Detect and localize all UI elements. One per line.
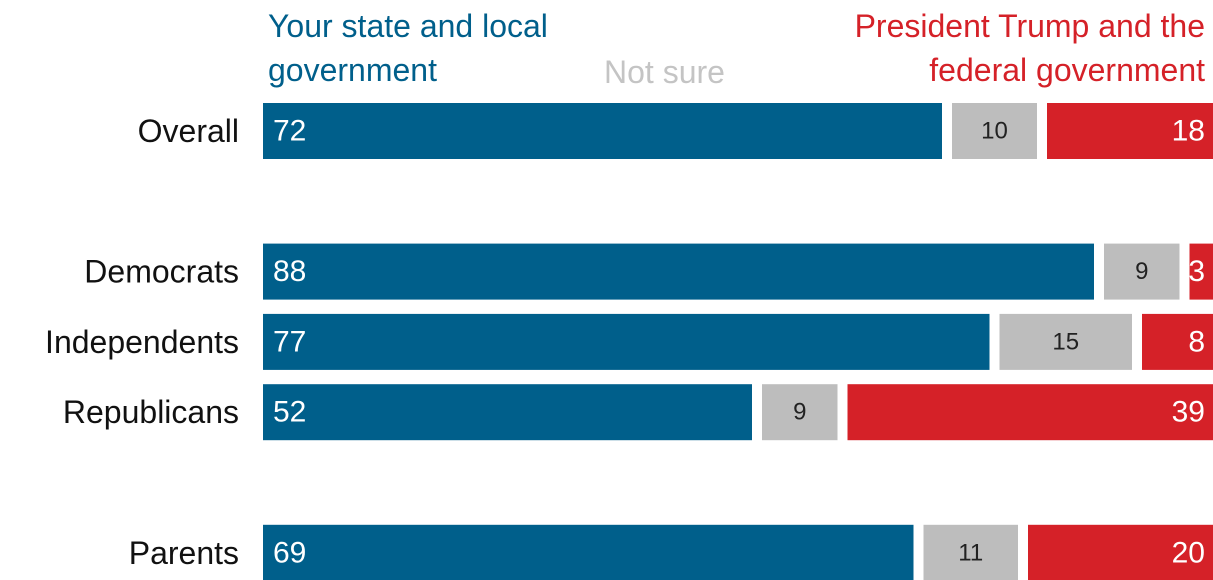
bar-segment	[263, 103, 942, 159]
y-tick-label: Democrats	[84, 254, 239, 290]
bar-segment	[263, 384, 752, 441]
legend-entry: Not sure	[604, 54, 725, 90]
bar-segment	[847, 384, 1213, 441]
value-label: 11	[958, 539, 983, 566]
value-label: 77	[273, 325, 306, 358]
bar-segment	[1047, 103, 1213, 159]
value-label: 15	[1052, 328, 1079, 355]
legend-entry: Your state and local government	[268, 8, 548, 88]
legend-entry: President Trump and the federal governme…	[854, 8, 1205, 88]
value-label: 39	[1172, 396, 1205, 429]
y-tick-label: Republicans	[63, 394, 239, 430]
value-label: 69	[273, 536, 306, 569]
bar-segment	[1028, 524, 1213, 580]
bar-segment	[263, 243, 1094, 300]
bar-segment	[1142, 313, 1213, 370]
bar-segment	[1104, 243, 1180, 300]
bar-segment	[952, 103, 1037, 159]
value-label: 9	[1135, 258, 1148, 285]
y-tick-label: Parents	[129, 535, 239, 571]
y-tick-label: Independents	[45, 324, 239, 360]
bar-segment	[999, 313, 1132, 370]
value-label: 8	[1188, 325, 1205, 358]
value-label: 3	[1188, 255, 1205, 288]
bar-segment	[1189, 243, 1213, 300]
y-tick-label: Overall	[138, 113, 239, 149]
value-label: 52	[273, 396, 306, 429]
value-label: 20	[1172, 536, 1205, 569]
bar-segment	[762, 384, 838, 441]
bar-segment	[263, 524, 914, 580]
value-label: 88	[273, 255, 306, 288]
value-label: 18	[1172, 115, 1205, 148]
bar-segment	[923, 524, 1018, 580]
value-label: 9	[793, 399, 806, 426]
value-label: 10	[981, 118, 1008, 145]
value-label: 72	[273, 115, 306, 148]
bar-segment	[263, 313, 990, 370]
